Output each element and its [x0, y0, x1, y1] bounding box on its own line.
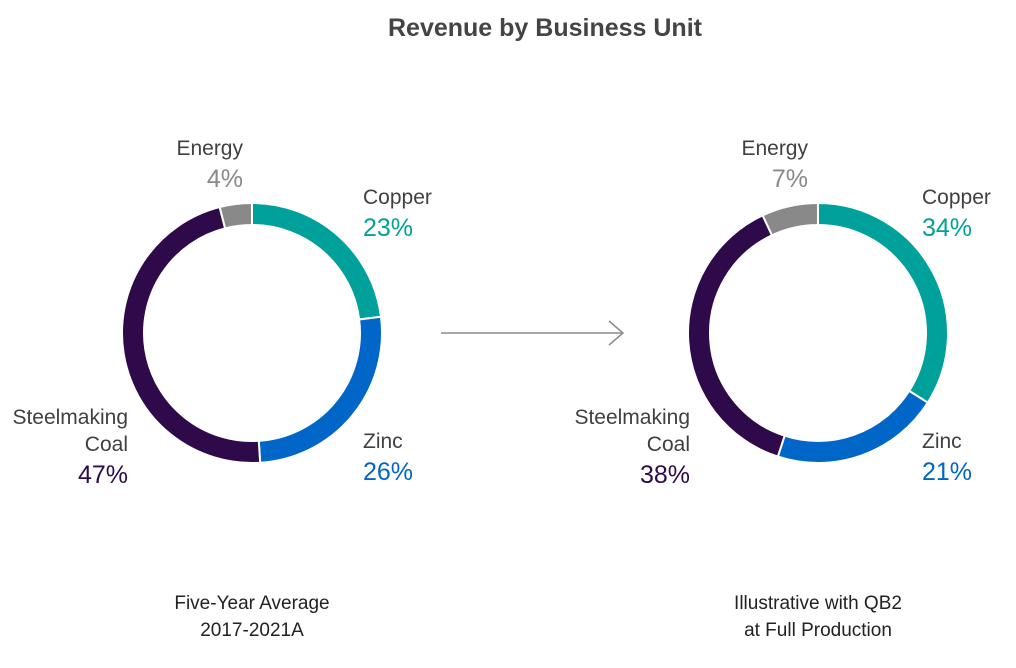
- slice-label-copper: Copper 34%: [922, 186, 991, 242]
- chart-caption: 2017-2021A: [200, 620, 304, 641]
- slice-value: 26%: [363, 458, 413, 486]
- donut-chart-1: Copper 23% Zinc 26% Steelmaking Coal 47% Energy…: [12, 137, 431, 641]
- slice-value: 4%: [207, 165, 243, 193]
- chart-caption: Five-Year Average: [174, 593, 329, 614]
- slice-name: Coal: [647, 433, 690, 456]
- slice-label-zinc: Zinc 21%: [922, 430, 972, 486]
- slice-name: Steelmaking: [12, 406, 128, 429]
- slice-label-energy: Energy 4%: [176, 137, 243, 193]
- chart-caption: at Full Production: [744, 620, 892, 641]
- slice-copper: [251, 201, 383, 321]
- slice-value: 23%: [363, 214, 413, 242]
- slice-label-steelmaking-coal: Steelmaking Coal 47%: [12, 406, 128, 489]
- slice-label-zinc: Zinc 26%: [363, 430, 413, 486]
- slice-name: Energy: [741, 137, 808, 160]
- slice-name: Zinc: [363, 430, 403, 453]
- donut-chart-2: Copper 34% Zinc 21% Steelmaking Coal 38% Energy…: [574, 137, 990, 641]
- slice-energy: [218, 201, 253, 230]
- slice-value: 34%: [922, 214, 972, 242]
- slice-name: Steelmaking: [574, 406, 690, 429]
- slice-value: 21%: [922, 458, 972, 486]
- chart-title: Revenue by Business Unit: [388, 14, 702, 42]
- slice-name: Copper: [363, 186, 432, 209]
- right-arrow-icon: [441, 320, 625, 346]
- slice-steelmaking-coal: [121, 205, 262, 464]
- slice-name: Zinc: [922, 430, 962, 453]
- slice-value: 47%: [78, 461, 128, 489]
- slice-label-energy: Energy 7%: [741, 137, 808, 193]
- slice-name: Coal: [85, 433, 128, 456]
- slice-steelmaking-coal: [687, 214, 786, 458]
- slice-label-steelmaking-coal: Steelmaking Coal 38%: [574, 406, 690, 489]
- slice-label-copper: Copper 23%: [363, 186, 432, 242]
- slice-zinc: [776, 389, 930, 464]
- slice-name: Energy: [176, 137, 243, 160]
- slice-value: 38%: [640, 461, 690, 489]
- slice-value: 7%: [772, 165, 808, 193]
- chart-caption: Illustrative with QB2: [734, 593, 902, 614]
- slice-energy: [761, 201, 819, 237]
- slice-name: Copper: [922, 186, 991, 209]
